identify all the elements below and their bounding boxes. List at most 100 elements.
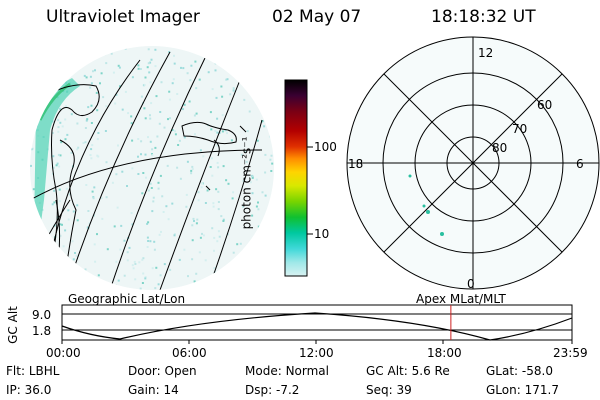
image-pixel: [90, 104, 93, 107]
image-pixel: [242, 205, 244, 208]
image-pixel: [67, 218, 70, 221]
image-pixel: [50, 51, 52, 54]
polar-label-12: 12: [478, 46, 494, 60]
image-pixel: [156, 135, 159, 138]
colorbar-bar: [284, 79, 308, 277]
image-pixel: [62, 263, 65, 266]
image-pixel: [188, 100, 191, 103]
image-pixel: [204, 259, 207, 262]
info-glat: GLat: -58.0: [486, 364, 553, 378]
image-pixel: [167, 118, 169, 121]
image-pixel: [31, 200, 34, 203]
polar-emission-point: [408, 174, 412, 178]
image-pixel: [232, 282, 235, 285]
image-pixel: [137, 67, 140, 70]
image-pixel: [190, 172, 193, 175]
info-dsp: Dsp: -7.2: [245, 383, 300, 397]
image-pixel: [264, 171, 267, 174]
image-pixel: [220, 85, 223, 88]
instrument-title: Ultraviolet Imager: [46, 7, 200, 27]
image-pixel: [266, 272, 269, 275]
image-pixel: [157, 181, 160, 184]
image-pixel: [251, 192, 254, 195]
image-pixel: [144, 276, 147, 279]
image-pixel: [218, 235, 221, 238]
image-pixel: [96, 109, 99, 112]
image-pixel: [131, 167, 134, 170]
image-pixel: [34, 90, 37, 93]
image-pixel: [231, 197, 234, 200]
image-pixel: [272, 53, 274, 56]
image-pixel: [152, 196, 155, 199]
image-pixel: [273, 99, 274, 102]
image-pixel: [212, 205, 215, 208]
image-pixel: [93, 243, 96, 246]
image-pixel: [159, 174, 162, 177]
image-pixel: [146, 236, 149, 239]
image-pixel: [242, 261, 245, 264]
image-pixel: [87, 106, 90, 109]
image-pixel: [70, 46, 73, 49]
image-pixel: [272, 253, 274, 255]
image-pixel: [61, 223, 63, 226]
image-pixel: [116, 206, 119, 209]
timeline-frame: [61, 304, 573, 341]
image-pixel: [62, 49, 65, 52]
image-pixel: [126, 259, 129, 262]
image-pixel: [202, 234, 205, 237]
image-pixel: [149, 117, 152, 120]
image-pixel: [166, 164, 169, 167]
image-pixel: [199, 149, 202, 152]
image-pixel: [221, 95, 224, 98]
image-pixel: [30, 197, 33, 200]
image-pixel: [150, 58, 153, 61]
image-pixel: [220, 215, 223, 218]
colorbar-unit-label: photon cm⁻²s⁻¹: [239, 136, 254, 230]
image-pixel: [115, 93, 118, 96]
image-pixel: [227, 182, 230, 185]
image-pixel: [154, 287, 157, 290]
info-flt: Flt: LBHL: [6, 364, 60, 378]
timeline-xtick-1200: 12:00: [299, 346, 334, 360]
image-pixel: [114, 284, 117, 287]
colorbar-label-10: 10: [314, 227, 330, 241]
image-pixel: [90, 122, 93, 124]
image-pixel: [168, 90, 171, 93]
image-pixel: [179, 177, 182, 180]
image-pixel: [57, 119, 60, 122]
image-pixel: [270, 154, 273, 157]
image-pixel: [72, 210, 75, 213]
image-pixel: [61, 125, 64, 128]
image-pixel: [266, 254, 269, 257]
image-pixel: [99, 82, 101, 85]
image-pixel: [50, 62, 53, 65]
image-pixel: [249, 181, 252, 184]
image-pixel: [94, 260, 97, 263]
polar-label-18: 18: [348, 157, 364, 171]
image-pixel: [249, 71, 252, 74]
image-pixel: [173, 233, 176, 235]
image-pixel: [85, 119, 88, 122]
image-pixel: [255, 205, 258, 208]
image-pixel: [194, 133, 196, 136]
image-pixel: [191, 165, 194, 168]
image-pixel: [246, 130, 249, 133]
timeline-left-caption: Geographic Lat/Lon: [68, 292, 186, 306]
image-pixel: [95, 91, 98, 94]
image-pixel: [144, 153, 147, 156]
image-pixel: [50, 60, 53, 63]
image-pixel: [155, 266, 158, 269]
image-pixel: [140, 95, 143, 98]
image-pixel: [232, 87, 235, 90]
image-pixel: [121, 108, 124, 111]
image-pixel: [190, 64, 193, 67]
image-pixel: [150, 102, 153, 105]
image-pixel: [206, 189, 209, 192]
image-pixel: [100, 72, 103, 75]
image-pixel: [91, 144, 94, 147]
image-pixel: [154, 65, 157, 68]
timeline-x-ticks: [61, 340, 573, 344]
image-pixel: [59, 223, 62, 226]
image-pixel: [97, 132, 100, 134]
image-pixel: [85, 184, 88, 186]
